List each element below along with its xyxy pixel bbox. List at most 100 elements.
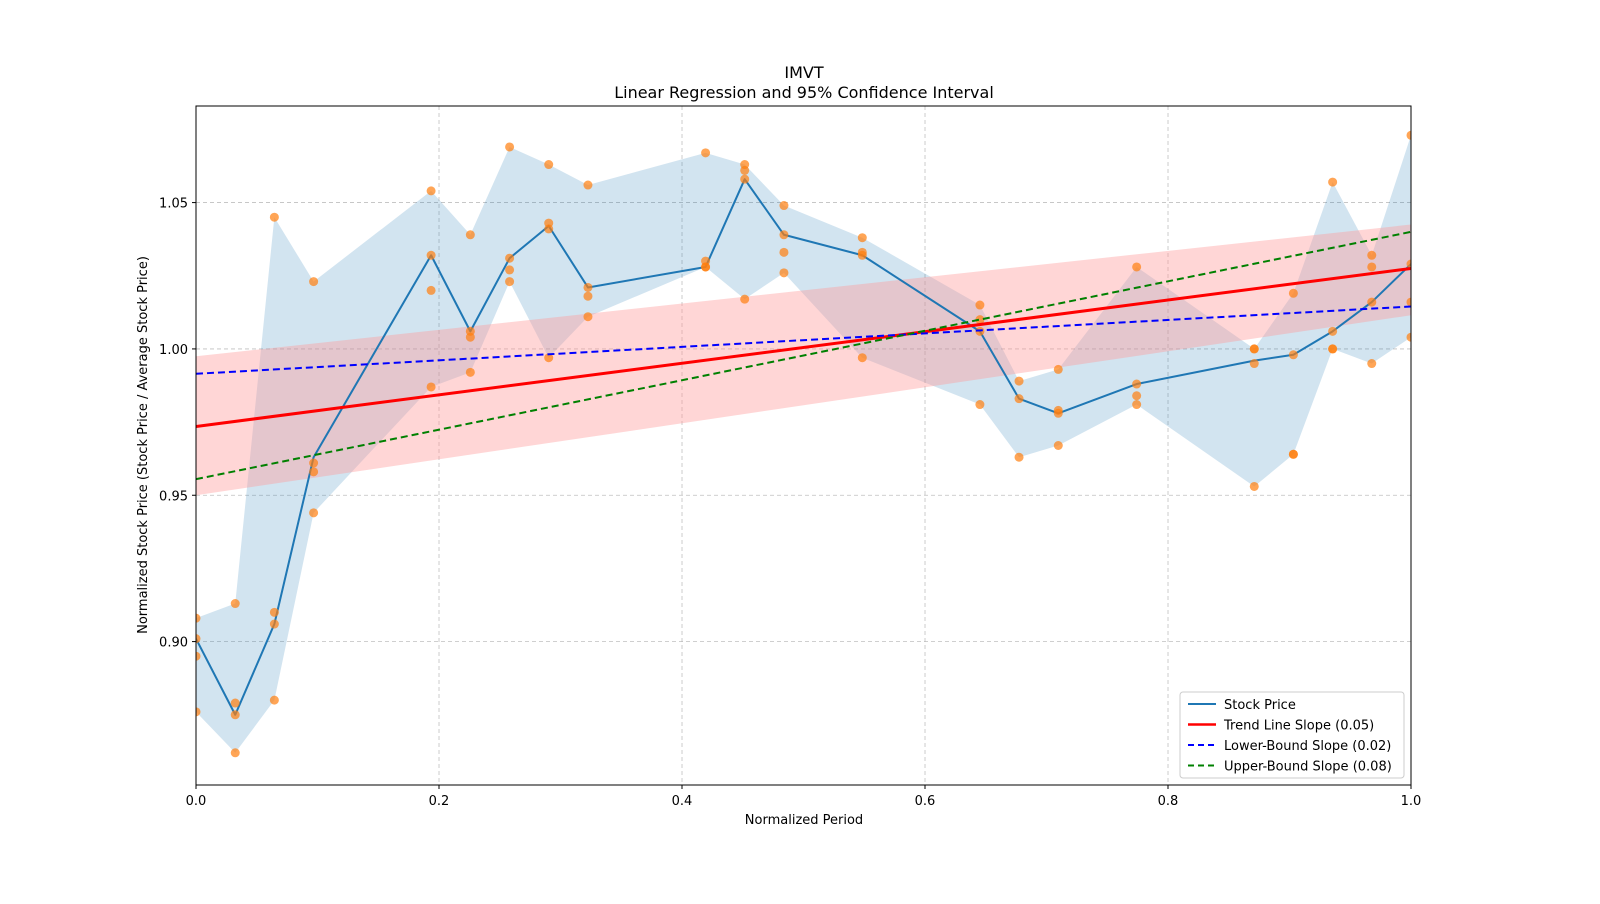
y-tick-label: 0.95 [159, 489, 188, 504]
legend-label: Trend Line Slope (0.05) [1223, 719, 1374, 734]
price-point [1288, 350, 1298, 360]
price-point [583, 180, 593, 190]
price-point [426, 186, 436, 196]
price-point [230, 748, 240, 758]
price-point [975, 315, 985, 325]
price-point [975, 400, 985, 410]
price-range-band [196, 135, 1411, 753]
price-point [779, 247, 789, 257]
plot-content [196, 106, 1411, 785]
price-point [740, 165, 750, 175]
price-point [740, 294, 750, 304]
price-point [975, 300, 985, 310]
price-point [230, 698, 240, 708]
price-point [196, 707, 201, 717]
price-point [465, 367, 475, 377]
price-point [779, 268, 789, 278]
price-point [196, 613, 201, 623]
price-point [309, 277, 319, 287]
legend: Stock Price Trend Line Slope (0.05) Lower-… [1179, 691, 1405, 779]
price-point [740, 174, 750, 184]
stock-price-line [196, 178, 1411, 716]
price-point [1406, 332, 1411, 342]
price-point [583, 291, 593, 301]
price-point [426, 382, 436, 392]
plot-area: 0.0 0.2 0.4 0.6 0.8 1.0 0.90 0.95 1.00 1.05 [159, 105, 1422, 809]
price-point [505, 277, 515, 287]
price-point [1249, 359, 1259, 369]
price-point [1288, 288, 1298, 298]
price-point [1132, 391, 1142, 401]
trend-line [196, 266, 1411, 428]
price-point [1053, 441, 1063, 450]
price-point [309, 508, 319, 518]
price-point [1367, 250, 1377, 260]
x-tick-label: 0.0 [186, 794, 207, 809]
x-tick-label: 0.2 [429, 794, 450, 809]
legend-label: Upper-Bound Slope (0.08) [1224, 760, 1392, 775]
price-point [1053, 408, 1063, 418]
price-point [269, 695, 279, 705]
price-point [1367, 262, 1377, 272]
trend-confidence-band [196, 224, 1411, 496]
x-tick-label: 1.0 [1401, 794, 1422, 809]
legend-label: Stock Price [1224, 698, 1296, 713]
price-point [1406, 259, 1411, 269]
price-point [1328, 177, 1338, 187]
price-point [426, 250, 436, 260]
lower-bound-line [196, 305, 1411, 375]
price-point [269, 619, 279, 629]
price-point [505, 265, 515, 275]
price-point [269, 607, 279, 617]
price-point [857, 233, 867, 243]
price-point [1249, 481, 1259, 491]
price-point [230, 710, 240, 720]
price-point [544, 353, 554, 363]
price-point [309, 458, 319, 468]
price-point [701, 262, 711, 272]
upper-bound-line [196, 230, 1411, 481]
price-point [1288, 449, 1298, 459]
x-axis-label: Normalized Period [745, 813, 863, 828]
x-tick-label: 0.4 [672, 794, 693, 809]
price-point [505, 253, 515, 263]
y-tick-label: 0.90 [159, 636, 188, 651]
axes-frame [195, 105, 1412, 786]
price-point [309, 467, 319, 477]
price-point [1249, 344, 1259, 354]
price-point [1367, 297, 1377, 307]
price-point [1367, 359, 1377, 369]
price-point [857, 250, 867, 260]
price-point [196, 651, 201, 661]
price-point [1132, 262, 1142, 272]
chart-subtitle: Linear Regression and 95% Confidence Int… [614, 83, 994, 102]
price-point [230, 599, 240, 609]
x-tick-label: 0.8 [1158, 794, 1179, 809]
y-tick-label: 1.00 [159, 343, 188, 358]
price-point [779, 230, 789, 240]
price-point [544, 224, 554, 234]
price-point [544, 160, 554, 170]
legend-label: Lower-Bound Slope (0.02) [1224, 739, 1391, 754]
y-tick-label: 1.05 [159, 197, 188, 212]
price-point [583, 312, 593, 322]
y-axis-label: Normalized Stock Price (Stock Price / Av… [136, 256, 151, 634]
price-point [583, 282, 593, 292]
price-point [1014, 452, 1024, 462]
price-point [505, 142, 515, 152]
price-point [1406, 297, 1411, 307]
price-point [1328, 326, 1338, 336]
price-point [426, 285, 436, 295]
price-point [1053, 364, 1063, 374]
price-point [1406, 130, 1411, 140]
legend-box [1179, 691, 1405, 779]
price-point [1014, 376, 1024, 386]
x-tick-label: 0.6 [915, 794, 936, 809]
price-point [196, 634, 201, 644]
price-point [465, 230, 475, 240]
price-point [857, 353, 867, 363]
price-point [1328, 344, 1338, 354]
price-point [269, 212, 279, 222]
price-point [779, 201, 789, 211]
